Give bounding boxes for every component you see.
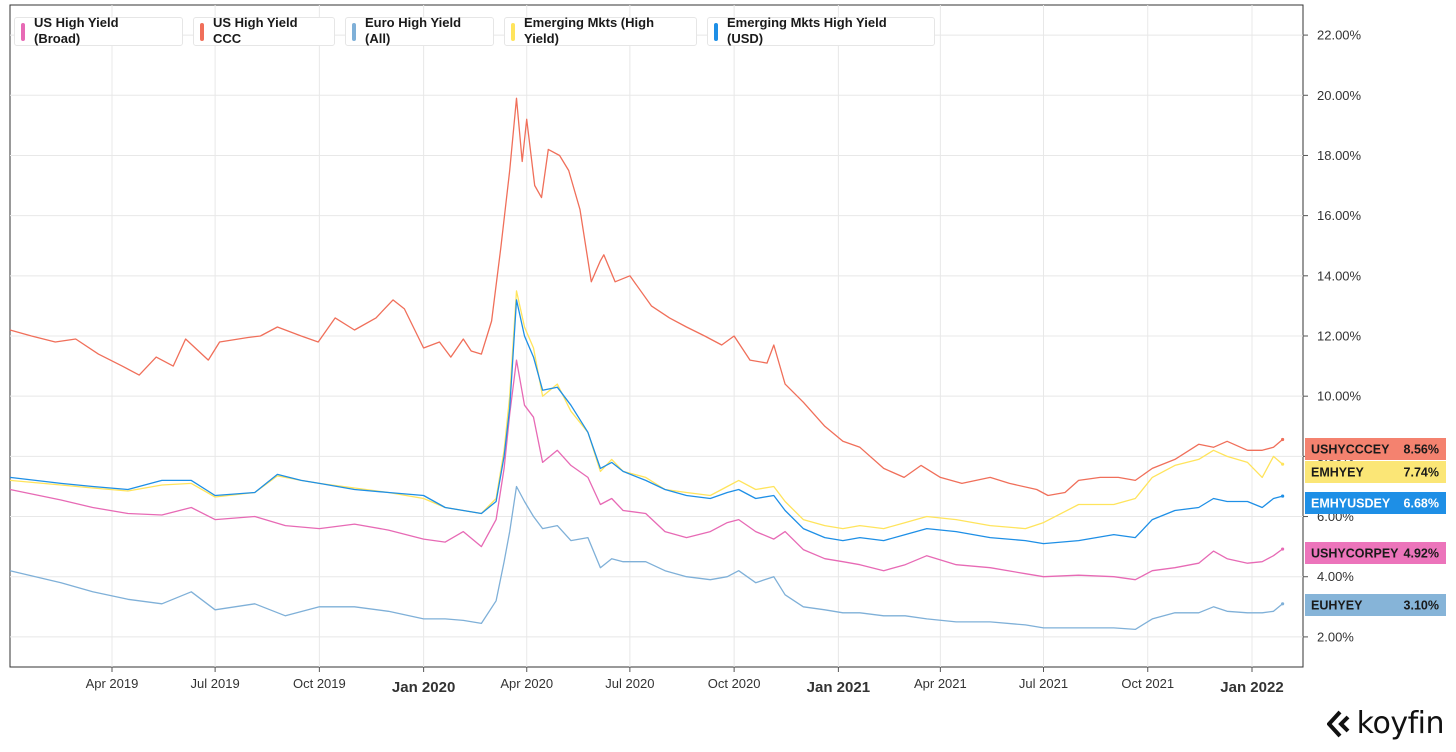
y-tick-label: 18.00% [1317, 148, 1362, 163]
x-tick-label: Jul 2020 [605, 676, 654, 691]
end-label-ushycccey: USHYCCCEY 8.56% [1305, 438, 1446, 460]
end-label-emhyusdey: EMHYUSDEY 6.68% [1305, 492, 1446, 514]
brand-name: koyfin [1356, 706, 1445, 741]
end-label-value: 7.74% [1404, 466, 1439, 480]
end-label-emhyey: EMHYEY 7.74% [1305, 461, 1446, 483]
series-last-point-emhyey [1281, 462, 1285, 466]
end-label-bg [1305, 492, 1446, 514]
end-label-ticker: USHYCCCEY [1311, 443, 1390, 457]
grid [10, 5, 1303, 667]
legend-swatch [511, 23, 515, 41]
koyfin-logo: koyfin [1326, 706, 1445, 741]
legend-swatch [714, 23, 718, 41]
legend-label: US High Yield (Broad) [34, 15, 119, 46]
end-label-ticker: EMHYEY [1311, 466, 1364, 480]
x-tick-label: Apr 2020 [500, 676, 553, 691]
end-label-value: 4.92% [1404, 547, 1439, 561]
x-tick-label: Jul 2019 [191, 676, 240, 691]
legend-label: Emerging Mkts High Yield (USD) [727, 15, 887, 46]
legend-item-emerging-mkts-high-yield-usd[interactable]: Emerging Mkts High Yield (USD) [707, 15, 935, 46]
end-label-bg [1305, 594, 1446, 616]
x-tick-label: Oct 2020 [708, 676, 761, 691]
legend-item-euro-high-yield[interactable]: Euro High Yield (All) [345, 15, 494, 46]
x-tick-label: Jan 2021 [807, 679, 870, 696]
end-label-bg [1305, 542, 1446, 564]
y-tick-label: 10.00% [1317, 389, 1362, 404]
y-tick-label: 12.00% [1317, 329, 1362, 344]
end-label-euhyey: EUHYEY 3.10% [1305, 594, 1446, 616]
series-line-euhyey [9, 485, 1284, 631]
series-last-point-ushycccey [1281, 437, 1285, 442]
x-tick-label: Apr 2021 [914, 676, 967, 691]
end-label-value: 8.56% [1404, 443, 1439, 457]
x-tick-label: Oct 2021 [1121, 676, 1174, 691]
x-tick-label: Jul 2021 [1019, 676, 1068, 691]
x-tick-label: Apr 2019 [86, 676, 139, 691]
legend-item-emerging-mkts-high-yield[interactable]: Emerging Mkts (High Yield) [504, 15, 697, 46]
legend-swatch [21, 23, 25, 41]
series-last-point-emhyusdey [1281, 494, 1285, 498]
y-tick-label: 2.00% [1317, 629, 1354, 644]
end-label-ticker: EMHYUSDEY [1311, 497, 1391, 511]
koyfin-mark-icon [1326, 710, 1350, 737]
end-label-bg [1305, 438, 1446, 460]
legend-label: Emerging Mkts (High Yield) [524, 15, 655, 46]
y-tick-label: 4.00% [1317, 569, 1354, 584]
y-tick-label: 14.00% [1317, 268, 1362, 283]
y-tick-label: 20.00% [1317, 88, 1362, 103]
end-label-value: 3.10% [1404, 599, 1439, 613]
series-line-ushycorpey [9, 359, 1283, 581]
x-tick-label: Jan 2020 [392, 679, 455, 696]
series-last-point-euhyey [1281, 602, 1285, 606]
legend-item-us-high-yield-broad[interactable]: US High Yield (Broad) [14, 15, 183, 46]
legend-swatch [200, 23, 204, 41]
end-label-ticker: EUHYEY [1311, 599, 1363, 613]
end-label-ushycorpey: USHYCORPEY 4.92% [1305, 542, 1446, 564]
legend-item-us-high-yield-ccc[interactable]: US High Yield CCC [193, 15, 335, 46]
legend-label: Euro High Yield (All) [365, 15, 462, 46]
legend-swatch [352, 23, 356, 41]
end-labels: USHYCCCEY 8.56% EMHYEY 7.74% EMHYUSDEY 6.68% U… [1305, 438, 1446, 616]
x-tick-label: Oct 2019 [293, 676, 346, 691]
end-label-bg [1305, 461, 1446, 483]
series-line-emhyusdey [9, 299, 1283, 545]
series-last-point-ushycorpey [1281, 547, 1285, 551]
legend-label: US High Yield CCC [213, 15, 298, 46]
end-label-ticker: USHYCORPEY [1311, 547, 1399, 561]
series-line-ushycccey [9, 97, 1284, 497]
end-label-value: 6.68% [1404, 497, 1439, 511]
series-layer [9, 97, 1285, 631]
x-tick-label: Jan 2022 [1220, 679, 1283, 696]
y-tick-label: 22.00% [1317, 28, 1362, 43]
y-tick-label: 16.00% [1317, 208, 1362, 223]
legend: US High Yield (Broad) US High Yield CCC … [14, 15, 935, 46]
